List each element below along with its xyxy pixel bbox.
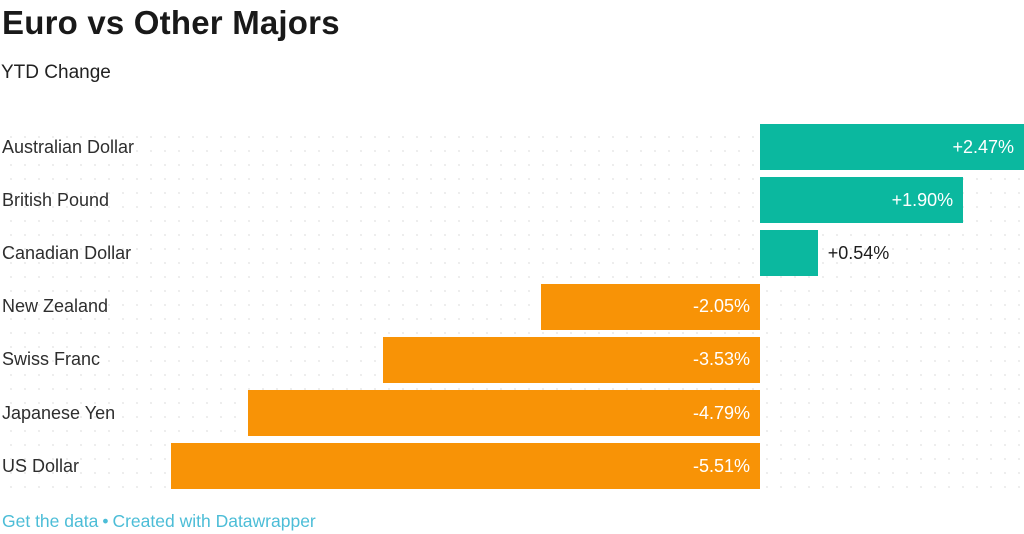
category-label: New Zealand [2, 296, 109, 317]
bar-value-label: -5.51% [692, 455, 750, 476]
bar-value-label: +2.47% [952, 136, 1014, 157]
bar-chart: Australian Dollar +2.47% British Pound +1.9… [0, 124, 1024, 497]
bar[interactable] [760, 124, 1024, 170]
category-label: British Pound [2, 189, 110, 210]
get-the-data-link[interactable]: Get the data [2, 511, 99, 531]
chart-row: Japanese Yen -4.79% [0, 390, 1024, 436]
category-label: Japanese Yen [2, 402, 116, 423]
chart-subtitle: YTD Change [1, 62, 111, 83]
bar[interactable] [540, 283, 760, 330]
footer-separator: • [102, 511, 109, 531]
bar-value-label: -3.53% [692, 349, 750, 370]
chart-row: US Dollar -5.51% [0, 443, 1024, 490]
bar[interactable] [760, 177, 964, 224]
bar[interactable] [760, 230, 818, 277]
bar[interactable] [170, 443, 760, 490]
bar-value-label: -4.79% [692, 402, 750, 423]
chart-row: New Zealand -2.05% [0, 283, 1024, 330]
category-label: Canadian Dollar [2, 242, 132, 263]
chart-footer: Get the data • Created with Datawrapper [2, 511, 316, 532]
chart-row: British Pound +1.90% [0, 177, 1024, 224]
datawrapper-credit-link[interactable]: Created with Datawrapper [112, 511, 316, 531]
bar-value-label: +0.54% [827, 242, 890, 263]
category-label: Swiss Franc [2, 349, 101, 370]
bar[interactable] [382, 336, 760, 383]
chart-row: Swiss Franc -3.53% [0, 336, 1024, 383]
chart-title: Euro vs Other Majors [2, 4, 340, 41]
category-label: Australian Dollar [2, 136, 135, 157]
bar-value-label: -2.05% [692, 296, 750, 317]
bar-value-label: +1.90% [891, 189, 954, 210]
chart-row: Canadian Dollar +0.54% [0, 230, 1024, 277]
bar[interactable] [247, 390, 760, 436]
chart-row: Australian Dollar +2.47% [0, 124, 1024, 170]
category-label: US Dollar [2, 455, 80, 476]
